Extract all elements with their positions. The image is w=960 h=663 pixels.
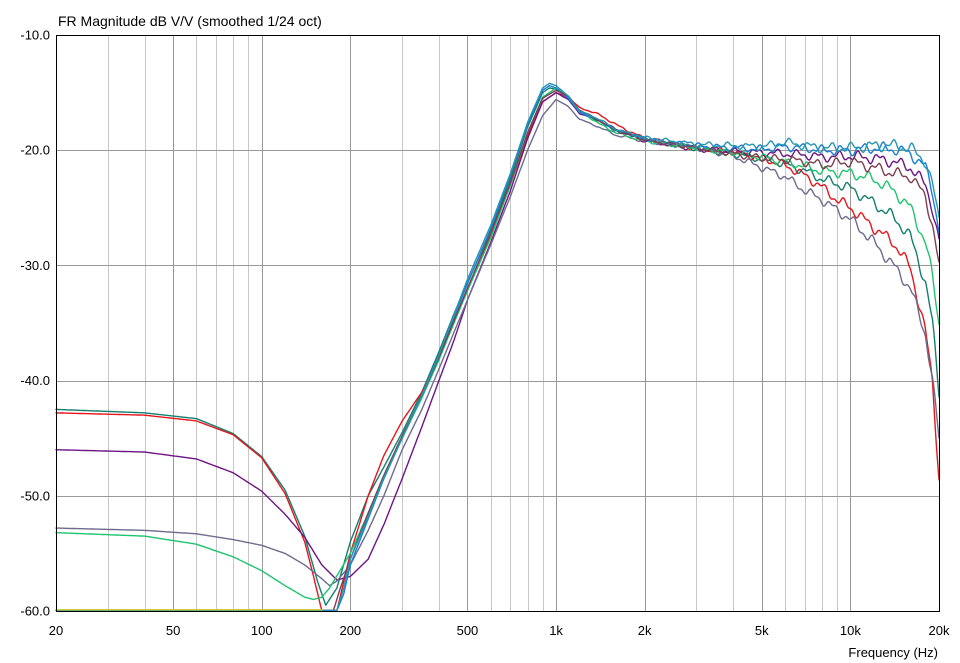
series-line xyxy=(55,91,940,581)
series-line xyxy=(55,85,940,612)
x-tick-label: 500 xyxy=(457,623,479,638)
y-tick-label: -60.0 xyxy=(20,604,50,619)
x-tick-label: 5k xyxy=(755,623,769,638)
x-tick-label: 20 xyxy=(49,623,63,638)
series-line xyxy=(55,87,940,601)
series-line xyxy=(55,98,940,587)
x-tick-label: 200 xyxy=(339,623,361,638)
x-tick-label: 1k xyxy=(549,623,563,638)
chart-title: FR Magnitude dB V/V (smoothed 1/24 oct) xyxy=(58,13,322,29)
series-lines xyxy=(55,82,940,612)
y-axis-tick-labels: -10.0 -20.0 -30.0 -40.0 -50.0 -60.0 xyxy=(20,28,50,619)
x-tick-label: 2k xyxy=(638,623,652,638)
x-axis-tick-labels: 20 50 100 200 500 1k 2k 5k 10k 20k xyxy=(49,623,950,638)
series-line xyxy=(55,89,940,612)
plot-area-border xyxy=(56,35,940,612)
x-tick-label: 100 xyxy=(251,623,273,638)
y-tick-label: -20.0 xyxy=(20,143,50,158)
x-tick-label: 50 xyxy=(166,623,180,638)
x-tick-label: 10k xyxy=(840,623,861,638)
x-axis-label: Frequency (Hz) xyxy=(848,645,938,660)
y-tick-label: -40.0 xyxy=(20,373,50,388)
grid-minor-lines xyxy=(108,35,838,611)
y-tick-label: -30.0 xyxy=(20,258,50,273)
y-tick-label: -50.0 xyxy=(20,488,50,503)
x-tick-label: 20k xyxy=(929,623,950,638)
grid-major-lines xyxy=(56,35,939,611)
y-tick-label: -10.0 xyxy=(20,28,50,43)
